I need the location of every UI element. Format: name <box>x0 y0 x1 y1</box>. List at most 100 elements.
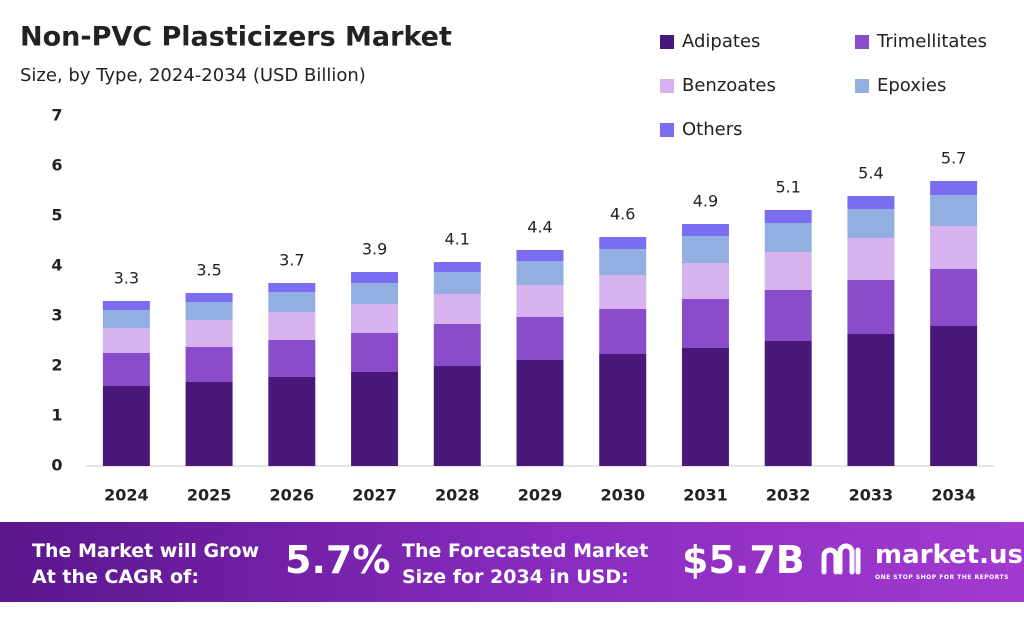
chart-subtitle: Size, by Type, 2024-2034 (USD Billion) <box>20 65 366 86</box>
bar-segment <box>433 262 481 272</box>
total-label: 5.1 <box>775 178 800 197</box>
legend-label: Adipates <box>682 31 760 52</box>
bar-segment <box>930 226 978 269</box>
bar-segment <box>185 302 233 320</box>
bar-segment <box>599 309 647 354</box>
forecast-text: The Forecasted Market Size for 2034 in U… <box>402 538 648 590</box>
bar-segment <box>516 261 564 285</box>
bar-segment <box>847 280 895 334</box>
text-line: At the CAGR of: <box>32 566 199 588</box>
bar-segment <box>268 292 316 312</box>
bar-segment <box>847 238 895 280</box>
bar-segment <box>930 326 978 466</box>
bar-segment <box>930 195 978 226</box>
bar-segment <box>681 236 729 263</box>
bar-segment <box>764 290 812 341</box>
text-line: Size for 2034 in USD: <box>402 566 629 588</box>
bar-segment <box>764 341 812 466</box>
legend-label: Trimellitates <box>876 31 987 52</box>
legend-label: Benzoates <box>682 75 776 96</box>
bar-segment <box>930 269 978 326</box>
bar-segment <box>185 382 233 466</box>
bar-segment <box>351 304 399 333</box>
x-tick-label: 2027 <box>352 486 397 505</box>
brand: market.us <box>875 540 1023 570</box>
y-tick-label: 7 <box>51 106 62 125</box>
legend-swatch <box>660 35 674 49</box>
bar-segment <box>847 334 895 466</box>
bar-segment <box>102 310 150 328</box>
x-tick-label: 2024 <box>104 486 149 505</box>
bar-segment <box>681 299 729 348</box>
y-tick-label: 2 <box>51 356 62 375</box>
y-tick-label: 0 <box>51 456 62 475</box>
bar-segment <box>847 209 895 238</box>
y-tick-label: 1 <box>51 406 62 425</box>
legend-swatch <box>855 35 869 49</box>
total-label: 3.3 <box>114 269 139 288</box>
bar-segment <box>102 301 150 310</box>
x-tick-label: 2031 <box>683 486 728 505</box>
bar-segment <box>185 293 233 302</box>
legend-label: Epoxies <box>877 75 946 96</box>
total-label: 5.7 <box>941 149 966 168</box>
bar-segment <box>351 333 399 372</box>
bar-segment <box>433 324 481 366</box>
total-label: 3.9 <box>362 240 387 259</box>
bar-segment <box>268 283 316 292</box>
bar-segment <box>599 275 647 309</box>
bar-segment <box>185 320 233 347</box>
bar-segment <box>185 347 233 382</box>
x-tick-label: 2032 <box>766 486 811 505</box>
bar-segment <box>516 285 564 317</box>
x-tick-label: 2025 <box>187 486 232 505</box>
cagr-text: The Market will Grow At the CAGR of: <box>32 538 259 590</box>
bar-segment <box>764 223 812 252</box>
bar-segment <box>102 386 150 466</box>
bar-segment <box>599 249 647 275</box>
text-line: The Forecasted Market <box>402 540 649 562</box>
legend-swatch <box>855 79 869 93</box>
bar-segment <box>681 224 729 236</box>
total-label: 4.6 <box>610 205 635 224</box>
bar-segment <box>433 366 481 466</box>
bar-segment <box>764 252 812 290</box>
total-label: 3.7 <box>279 251 304 270</box>
chart: Non-PVC Plasticizers Market Size, by Typ… <box>20 22 995 505</box>
x-tick-label: 2026 <box>270 486 315 505</box>
bar-segment <box>681 263 729 299</box>
tagline: ONE STOP SHOP FOR THE REPORTS <box>875 574 1009 581</box>
x-tick-label: 2029 <box>518 486 563 505</box>
forecast-value: $5.7B <box>682 538 805 582</box>
y-tick-label: 6 <box>51 156 62 175</box>
bar-segment <box>516 317 564 360</box>
y-tick-label: 4 <box>51 256 62 275</box>
text-line: The Market will Grow <box>32 540 260 562</box>
bar-segment <box>433 294 481 324</box>
brand-logo <box>821 543 861 575</box>
total-label: 3.5 <box>196 261 221 280</box>
bar-segment <box>433 272 481 294</box>
bar-segment <box>764 210 812 223</box>
bar-segment <box>681 348 729 466</box>
bar-segment <box>268 312 316 340</box>
x-tick-label: 2028 <box>435 486 480 505</box>
legend-label: Others <box>682 119 743 140</box>
bar-segment <box>599 354 647 466</box>
total-label: 4.4 <box>527 218 552 237</box>
total-label: 4.1 <box>445 230 470 249</box>
bar-segment <box>599 237 647 249</box>
bar-segment <box>847 196 895 209</box>
bar-segment <box>268 377 316 466</box>
total-label: 5.4 <box>858 164 883 183</box>
bar-segment <box>351 283 399 304</box>
bar-segment <box>351 272 399 283</box>
bar-segment <box>351 372 399 466</box>
bar-segment <box>516 360 564 466</box>
y-tick-label: 3 <box>51 306 62 325</box>
footer-banner: The Market will Grow At the CAGR of: 5.7… <box>0 522 1024 602</box>
bar-segment <box>516 250 564 261</box>
chart-title: Non-PVC Plasticizers Market <box>20 22 452 53</box>
bar-segment <box>930 181 978 195</box>
